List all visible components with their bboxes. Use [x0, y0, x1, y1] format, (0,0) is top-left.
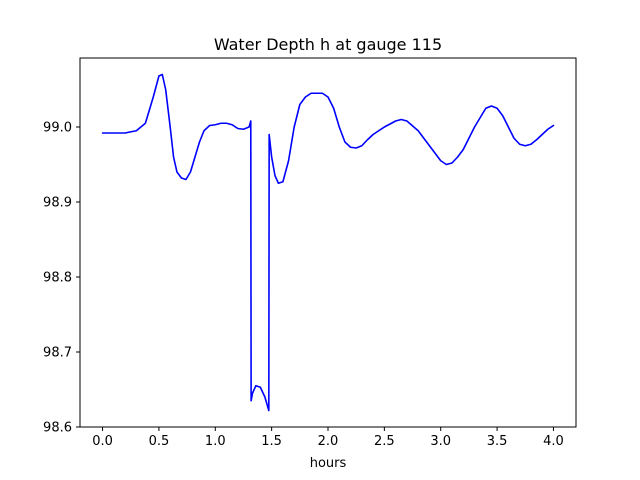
y-tick-label: 98.8 [43, 271, 72, 286]
chart-title: Water Depth h at gauge 115 [214, 35, 442, 54]
x-axis-ticks: 0.0 0.5 1.0 1.5 2.0 2.5 3.0 3.5 4.0 [92, 427, 564, 449]
y-tick-label: 99.0 [43, 121, 72, 136]
x-tick-label: 2.0 [318, 434, 339, 449]
y-axis-ticks: 98.6 98.7 98.8 98.9 99.0 [43, 121, 80, 436]
x-tick-label: 4.0 [543, 434, 564, 449]
y-tick-label: 98.7 [43, 346, 72, 361]
x-tick-label: 2.5 [374, 434, 395, 449]
y-tick-label: 98.6 [43, 421, 72, 436]
y-tick-label: 98.9 [43, 196, 72, 211]
x-tick-label: 3.5 [487, 434, 508, 449]
x-tick-label: 0.5 [149, 434, 170, 449]
series-line-0 [101, 73, 555, 412]
x-tick-label: 3.0 [430, 434, 451, 449]
x-axis-label: hours [310, 456, 347, 471]
x-tick-label: 0.0 [92, 434, 113, 449]
x-tick-label: 1.0 [205, 434, 226, 449]
x-tick-label: 1.5 [261, 434, 282, 449]
